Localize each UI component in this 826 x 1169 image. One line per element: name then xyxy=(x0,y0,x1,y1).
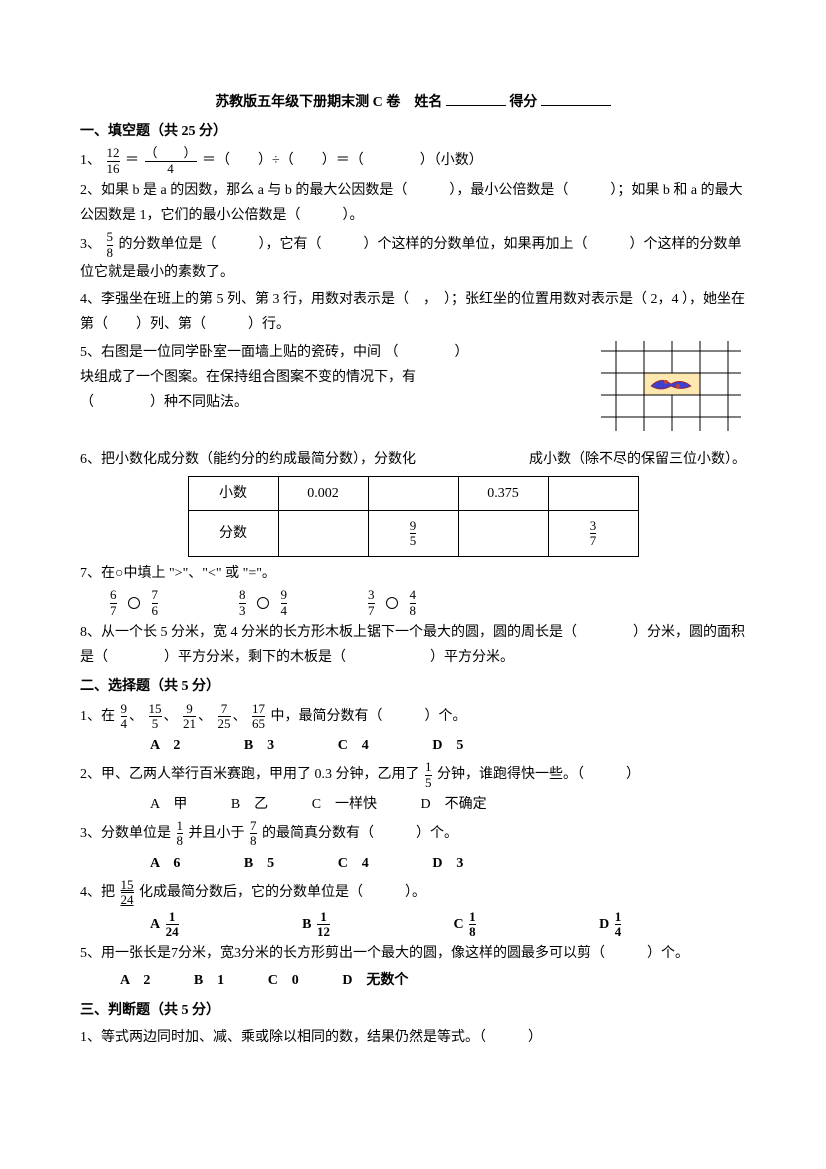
cell-f3[interactable] xyxy=(458,511,548,557)
q3-frac: 58 xyxy=(107,230,114,260)
conversion-table: 小数 0.002 0.375 分数 95 37 xyxy=(188,476,639,557)
name-blank[interactable] xyxy=(446,92,506,106)
q5-blank1: （ ） xyxy=(385,345,469,360)
q2-4-a: 4、把 xyxy=(80,885,115,900)
section2-heading: 二、选择题（共 5 分） xyxy=(80,674,746,699)
q1-7-compare: 67 76 83 94 37 48 xyxy=(108,588,746,618)
tile-svg xyxy=(596,336,746,436)
cell-d3: 0.375 xyxy=(458,476,548,510)
q3-label: 3、 xyxy=(80,237,101,252)
q2-2-a: 2、甲、乙两人举行百米赛跑，甲用了 0.3 分钟，乙用了 xyxy=(80,767,420,782)
cell-f2: 95 xyxy=(368,511,458,557)
cell-f4: 37 xyxy=(548,511,638,557)
opt-c[interactable]: C 4 xyxy=(338,733,369,758)
q1-4: 4、李强坐在班上的第 5 列、第 3 行，用数对表示是（ ， ）；张红坐的位置用… xyxy=(80,287,746,337)
q1-3: 3、 58 的分数单位是（ ），它有（ ）个这样的分数单位，如果再加上（ ）个这… xyxy=(80,230,746,285)
q2-3-options: A 6 B 5 C 4 D 3 xyxy=(150,851,746,876)
q2-1: 1、在 94、 155、 921、 725、 1765 中，最简分数有（ ）个。 xyxy=(80,702,746,732)
opt-a[interactable]: A 2 xyxy=(120,968,150,993)
q2-4-options: A 124 B 112 C 18 D 14 xyxy=(150,910,746,940)
q1-rest: ＝（ ）÷（ ）＝（ ）（小数） xyxy=(202,153,483,168)
q5-text-b: 块组成了一个图案。在保持组合图案不变的情况下，有 xyxy=(80,370,416,385)
table-row-fraction: 分数 95 37 xyxy=(188,511,638,557)
q1-eq1: ＝ xyxy=(125,153,139,168)
cell-f1[interactable] xyxy=(278,511,368,557)
opt-c[interactable]: C 4 xyxy=(338,851,369,876)
q1-label: 1、 xyxy=(80,153,101,168)
opt-a[interactable]: A 甲 xyxy=(150,792,187,817)
name-label: 姓名 xyxy=(414,95,442,110)
opt-c[interactable]: C 0 xyxy=(268,968,299,993)
section3-heading: 三、判断题（共 5 分） xyxy=(80,998,746,1023)
q3-text: 的分数单位是（ ），它有（ ）个这样的分数单位，如果再加上（ ）个这样的分数单位… xyxy=(80,237,742,280)
q2-5: 5、用一张长是7分米，宽3分米的长方形剪出一个最大的圆，像这样的圆最多可以剪（ … xyxy=(80,941,746,966)
tile-diagram xyxy=(596,336,746,445)
opt-a[interactable]: A 124 xyxy=(150,910,259,940)
opt-a[interactable]: A 2 xyxy=(150,733,180,758)
q5-text-c: （ ）种不同贴法。 xyxy=(80,395,248,410)
opt-a[interactable]: A 6 xyxy=(150,851,180,876)
q1-frac1: 1216 xyxy=(107,146,120,176)
q5-text-a: 5、右图是一位同学卧室一面墙上贴的瓷砖，中间 xyxy=(80,345,381,360)
q2-3-b: 并且小于 xyxy=(189,826,245,841)
th-decimal: 小数 xyxy=(188,476,278,510)
opt-c[interactable]: C 一样快 xyxy=(312,792,377,817)
page-title: 苏教版五年级下册期末测 C 卷 姓名 得分 xyxy=(80,90,746,115)
score-label: 得分 xyxy=(509,95,537,110)
opt-b[interactable]: B 乙 xyxy=(231,792,268,817)
q1-2: 2、如果 b 是 a 的因数，那么 a 与 b 的最大公因数是（ ），最小公倍数… xyxy=(80,178,746,228)
q6-text-a: 6、把小数化成分数（能约分的约成最简分数），分数化 xyxy=(80,452,416,467)
compare-circle-1[interactable] xyxy=(128,597,140,609)
q2-4: 4、把 1524 化成最简分数后，它的分数单位是（ ）。 xyxy=(80,878,746,908)
q1-8: 8、从一个长 5 分米，宽 4 分米的长方形木板上锯下一个最大的圆，圆的周长是（… xyxy=(80,620,746,670)
q2-4-b: 化成最简分数后，它的分数单位是（ ）。 xyxy=(139,885,426,900)
score-blank[interactable] xyxy=(541,92,611,106)
q2-2-b: 分钟，谁跑得快一些。（ ） xyxy=(437,767,640,782)
opt-b[interactable]: B 112 xyxy=(302,910,410,940)
section1-heading: 一、填空题（共 25 分） xyxy=(80,119,746,144)
q2-1-options: A 2 B 3 C 4 D 5 xyxy=(150,733,746,758)
q1-5: 5、右图是一位同学卧室一面墙上贴的瓷砖，中间 （ ） 块组成了一个图案。在保持组… xyxy=(80,340,746,445)
compare-circle-2[interactable] xyxy=(257,597,269,609)
exam-title: 苏教版五年级下册期末测 C 卷 xyxy=(215,95,400,110)
q1-frac2: （ ）4 xyxy=(145,146,197,176)
q2-2: 2、甲、乙两人举行百米赛跑，甲用了 0.3 分钟，乙用了 15 分钟，谁跑得快一… xyxy=(80,760,746,790)
cell-d1: 0.002 xyxy=(278,476,368,510)
q2-1-label: 1、在 xyxy=(80,709,115,724)
q1-7: 7、在○中填上 ">"、"<" 或 "="。 xyxy=(80,561,746,586)
q1-6: 6、把小数化成分数（能约分的约成最简分数），分数化 成小数（除不尽的保留三位小数… xyxy=(80,447,746,472)
q2-3: 3、分数单位是 18 并且小于 78 的最简真分数有（ ）个。 xyxy=(80,819,746,849)
opt-b[interactable]: B 1 xyxy=(194,968,224,993)
opt-c[interactable]: C 18 xyxy=(453,910,555,940)
q2-3-c: 的最简真分数有（ ）个。 xyxy=(262,826,458,841)
q1-1: 1、 1216 ＝ （ ）4 ＝（ ）÷（ ）＝（ ）（小数） xyxy=(80,146,746,176)
opt-d[interactable]: D 不确定 xyxy=(421,792,487,817)
opt-b[interactable]: B 5 xyxy=(244,851,274,876)
th-fraction: 分数 xyxy=(188,511,278,557)
q2-1-text: 中，最简分数有（ ）个。 xyxy=(271,709,467,724)
q2-5-options: A 2 B 1 C 0 D 无数个 xyxy=(120,968,746,993)
opt-d[interactable]: D 5 xyxy=(432,733,463,758)
compare-circle-3[interactable] xyxy=(386,597,398,609)
q2-3-a: 3、分数单位是 xyxy=(80,826,171,841)
cell-d4[interactable] xyxy=(548,476,638,510)
cell-d2[interactable] xyxy=(368,476,458,510)
opt-b[interactable]: B 3 xyxy=(244,733,274,758)
table-row-decimal: 小数 0.002 0.375 xyxy=(188,476,638,510)
opt-d[interactable]: D 无数个 xyxy=(342,968,408,993)
opt-d[interactable]: D 14 xyxy=(599,910,701,940)
q6-text-b: 成小数（除不尽的保留三位小数）。 xyxy=(529,447,746,472)
opt-d[interactable]: D 3 xyxy=(432,851,463,876)
q2-2-options: A 甲 B 乙 C 一样快 D 不确定 xyxy=(150,792,746,817)
q3-1: 1、等式两边同时加、减、乘或除以相同的数，结果仍然是等式。（ ） xyxy=(80,1025,746,1050)
